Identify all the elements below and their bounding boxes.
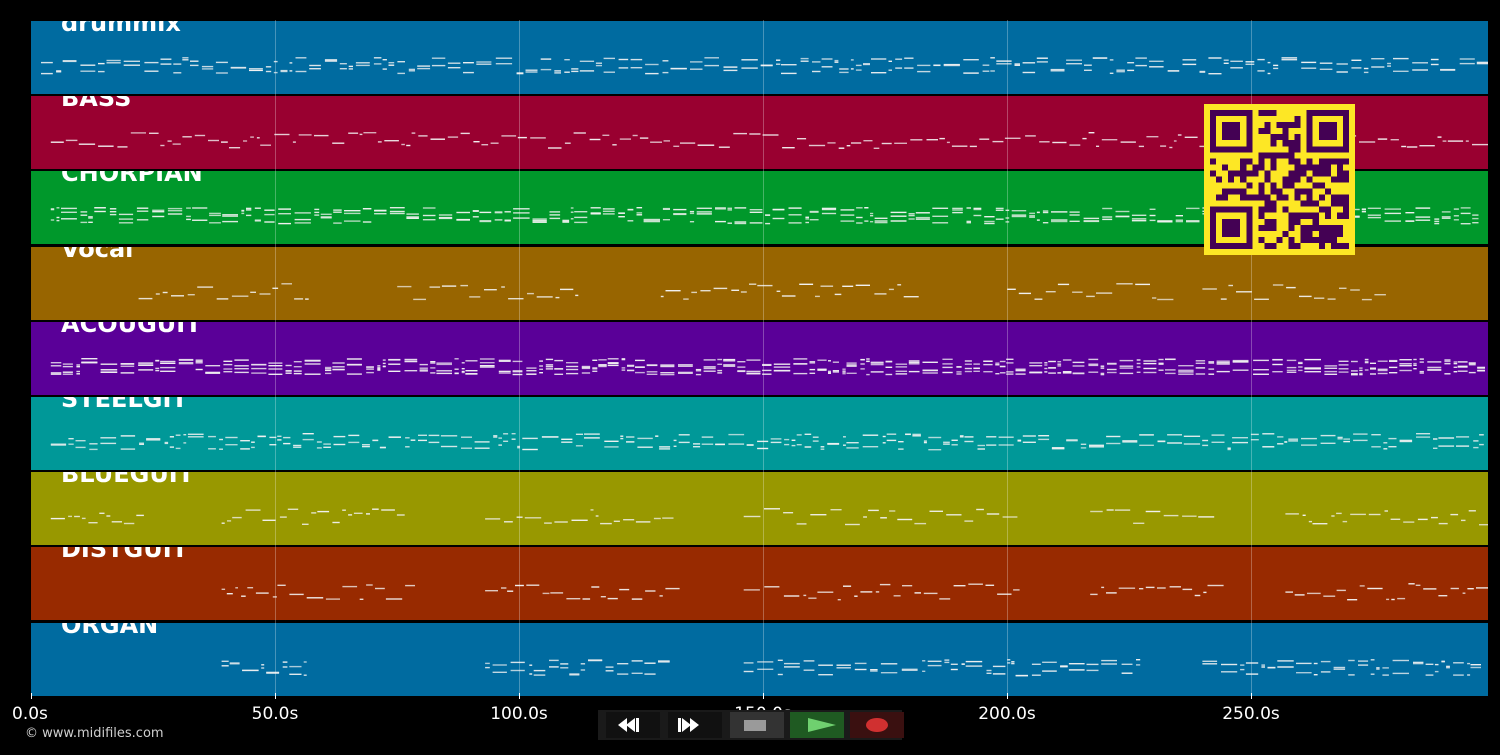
track-organ: ORGAN bbox=[31, 622, 1488, 696]
rewind-button[interactable] bbox=[606, 712, 660, 738]
note-lane bbox=[50, 357, 1485, 376]
axis-tick bbox=[519, 693, 520, 699]
fast-forward-button[interactable] bbox=[668, 712, 722, 738]
note-lane bbox=[41, 57, 1488, 75]
grid-line bbox=[519, 20, 520, 695]
note-lane bbox=[50, 508, 1488, 526]
track-steelgit: STEELGIT bbox=[31, 397, 1488, 470]
grid-line bbox=[1007, 20, 1008, 695]
axis-tick bbox=[1007, 693, 1008, 699]
track-label: ACOUGUIT bbox=[61, 321, 202, 338]
axis-tick-label: 200.0s bbox=[978, 704, 1036, 724]
credit-text: © www.midifiles.com bbox=[25, 726, 164, 741]
axis-tick-label: 100.0s bbox=[490, 704, 548, 724]
track-vocal: Vocal bbox=[31, 246, 1488, 320]
track-label: DISTGUIT bbox=[61, 547, 188, 564]
axis-tick-label: 0.0s bbox=[12, 704, 48, 724]
track-label: STEELGIT bbox=[61, 397, 188, 413]
track-label: BLUEGUIT bbox=[61, 472, 195, 489]
axis-tick-label: 250.0s bbox=[1222, 704, 1280, 724]
rewind-icon bbox=[606, 712, 660, 738]
record-button[interactable] bbox=[850, 712, 904, 738]
track-label: ORGAN bbox=[61, 622, 159, 639]
track-label: Vocal bbox=[61, 246, 134, 263]
track-label: CHORPIAN bbox=[61, 171, 203, 188]
track-drummix: drummix bbox=[31, 21, 1488, 94]
axis-tick bbox=[1251, 693, 1252, 699]
stop-button[interactable] bbox=[730, 712, 784, 738]
axis-tick bbox=[275, 693, 276, 699]
axis-tick-label: 50.0s bbox=[251, 704, 299, 724]
play-icon bbox=[790, 712, 844, 738]
track-blueguit: BLUEGUIT bbox=[31, 472, 1488, 546]
track-acouguit: ACOUGUIT bbox=[31, 321, 1488, 395]
track-distguit: DISTGUIT bbox=[31, 547, 1488, 621]
qr-code-icon bbox=[1204, 104, 1355, 255]
note-lane bbox=[50, 433, 1484, 451]
note-lane bbox=[221, 658, 1481, 676]
axis-tick bbox=[763, 693, 764, 699]
fast-forward-icon bbox=[668, 712, 722, 738]
note-lane bbox=[221, 583, 1488, 601]
track-label: BASS bbox=[61, 96, 132, 113]
axis-tick bbox=[31, 693, 32, 699]
note-lane bbox=[50, 132, 1488, 150]
transport-bar bbox=[598, 710, 904, 740]
play-button[interactable] bbox=[790, 712, 844, 738]
record-icon bbox=[850, 712, 904, 738]
grid-line bbox=[275, 20, 276, 695]
stop-icon bbox=[730, 712, 784, 738]
track-label: drummix bbox=[61, 21, 181, 37]
grid-line bbox=[1251, 20, 1252, 695]
note-lane bbox=[138, 282, 1386, 300]
grid-line bbox=[763, 20, 764, 695]
